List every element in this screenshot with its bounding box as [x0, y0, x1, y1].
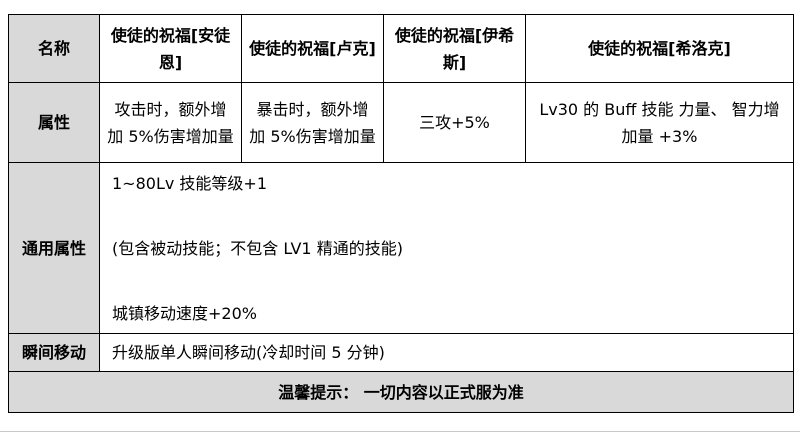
header-cell-isys: 使徒的祝福[伊希斯] [383, 14, 526, 83]
header-cell-name: 名称 [8, 14, 100, 83]
attribute-cell-sirocco: Lv30 的 Buff 技能 力量、 智力增加量 +3% [525, 82, 794, 163]
teleport-row-label: 瞬间移动 [8, 333, 100, 372]
header-cell-sirocco: 使徒的祝福[希洛克] [525, 14, 794, 83]
header-cell-luke: 使徒的祝福[卢克] [241, 14, 384, 83]
header-cell-anton: 使徒的祝福[安徒恩] [99, 14, 242, 83]
common-attr-line-move-speed: 城镇移动速度+20% [112, 303, 257, 323]
common-attribute-row-label: 通用属性 [8, 162, 100, 334]
footer-notice-row: 温馨提示： 一切内容以正式服为准 [8, 371, 794, 413]
common-attribute-row: 通用属性 1~80Lv 技能等级+1 (包含被动技能；不包含 LV1 精通的技能… [8, 162, 794, 334]
footer-notice: 温馨提示： 一切内容以正式服为准 [8, 371, 794, 413]
attribute-row: 属性 攻击时，额外增加 5%伤害增加量 暴击时，额外增加 5%伤害增加量 三攻+… [8, 82, 794, 163]
teleport-row: 瞬间移动 升级版单人瞬间移动(冷却时间 5 分钟) [8, 333, 794, 372]
common-attr-line-passive-note: (包含被动技能；不包含 LV1 精通的技能) [112, 238, 403, 258]
attribute-cell-isys: 三攻+5% [383, 82, 526, 163]
bottom-divider-line [0, 431, 800, 432]
apostle-blessing-table: 名称 使徒的祝福[安徒恩] 使徒的祝福[卢克] 使徒的祝福[伊希斯] 使徒的祝福… [8, 14, 794, 413]
teleport-content: 升级版单人瞬间移动(冷却时间 5 分钟) [99, 333, 794, 372]
common-attribute-content: 1~80Lv 技能等级+1 (包含被动技能；不包含 LV1 精通的技能) 城镇移… [99, 162, 794, 334]
attribute-cell-luke: 暴击时，额外增加 5%伤害增加量 [241, 82, 384, 163]
table-header-row: 名称 使徒的祝福[安徒恩] 使徒的祝福[卢克] 使徒的祝福[伊希斯] 使徒的祝福… [8, 14, 794, 83]
attribute-cell-anton: 攻击时，额外增加 5%伤害增加量 [99, 82, 242, 163]
attribute-row-label: 属性 [8, 82, 100, 163]
common-attr-line-skill-level: 1~80Lv 技能等级+1 [112, 173, 268, 193]
